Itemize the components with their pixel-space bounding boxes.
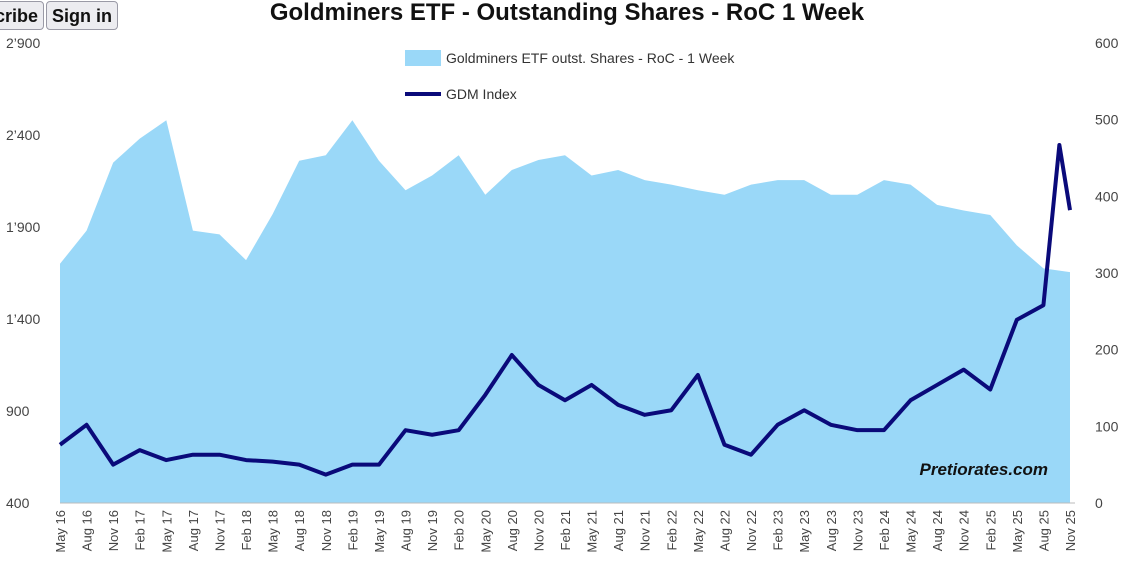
x-tick-label: Nov 24 [957, 510, 972, 551]
x-tick-label: Feb 20 [452, 510, 467, 550]
x-tick-label: May 19 [372, 510, 387, 553]
x-tick-label: Aug 24 [930, 510, 945, 551]
x-tick-label: Feb 23 [771, 510, 786, 550]
area-series-shares [60, 120, 1070, 503]
x-tick-label: Nov 18 [319, 510, 334, 551]
x-tick-label: Nov 22 [744, 510, 759, 551]
x-tick-label: May 23 [797, 510, 812, 553]
x-tick-label: Nov 23 [850, 510, 865, 551]
x-tick-label: Nov 25 [1063, 510, 1078, 551]
x-tick-label: May 18 [266, 510, 281, 553]
x-tick-label: May 21 [585, 510, 600, 553]
legend-area-swatch [405, 50, 441, 66]
sign-in-button[interactable]: Sign in [46, 1, 118, 30]
x-tick-label: Feb 24 [877, 510, 892, 550]
watermark: Pretiorates.com [920, 460, 1049, 479]
x-tick-label: Aug 17 [186, 510, 201, 551]
right-tick-label: 500 [1095, 112, 1119, 128]
x-tick-label: May 16 [53, 510, 68, 553]
left-tick-label: 900 [6, 403, 30, 419]
x-tick-label: Feb 25 [983, 510, 998, 550]
line-series-gdm-index [58, 142, 1072, 477]
x-tick-label: Nov 21 [638, 510, 653, 551]
left-tick-label: 1’900 [6, 219, 40, 235]
x-tick-label: May 22 [691, 510, 706, 553]
x-tick-label: May 24 [904, 510, 919, 553]
x-tick-label: Feb 18 [239, 510, 254, 550]
x-tick-label: Aug 25 [1036, 510, 1051, 551]
right-tick-label: 600 [1095, 35, 1119, 51]
x-tick-label: Nov 20 [531, 510, 546, 551]
x-tick-label: Nov 17 [212, 510, 227, 551]
x-tick-label: Aug 21 [611, 510, 626, 551]
right-tick-label: 0 [1095, 495, 1103, 511]
chart-title: Goldminers ETF - Outstanding Shares - Ro… [270, 0, 865, 26]
x-tick-label: May 17 [159, 510, 174, 553]
x-tick-label: Feb 22 [664, 510, 679, 550]
right-tick-label: 200 [1095, 342, 1119, 358]
x-tick-label: Aug 22 [717, 510, 732, 551]
right-tick-label: 300 [1095, 265, 1119, 281]
x-tick-label: Aug 20 [505, 510, 520, 551]
left-tick-label: 2’400 [6, 127, 40, 143]
x-tick-label: Feb 19 [345, 510, 360, 550]
left-tick-label: 400 [6, 495, 30, 511]
x-tick-label: Aug 19 [399, 510, 414, 551]
x-tick-label: Aug 16 [80, 510, 95, 551]
subscribe-button[interactable]: Subscribe [0, 1, 44, 30]
x-tick-label: Nov 19 [425, 510, 440, 551]
x-tick-label: May 20 [478, 510, 493, 553]
x-tick-label: Feb 21 [558, 510, 573, 550]
left-tick-label: 2’900 [6, 35, 40, 51]
x-tick-label: Aug 23 [824, 510, 839, 551]
left-tick-label: 1’400 [6, 311, 40, 327]
legend-area-label: Goldminers ETF outst. Shares - RoC - 1 W… [446, 50, 735, 66]
legend-line-label: GDM Index [446, 86, 517, 102]
right-tick-label: 100 [1095, 418, 1119, 434]
right-tick-label: 400 [1095, 188, 1119, 204]
x-tick-label: May 25 [1010, 510, 1025, 553]
x-tick-label: Feb 17 [133, 510, 148, 550]
x-tick-label: Nov 16 [106, 510, 121, 551]
x-tick-label: Aug 18 [292, 510, 307, 551]
